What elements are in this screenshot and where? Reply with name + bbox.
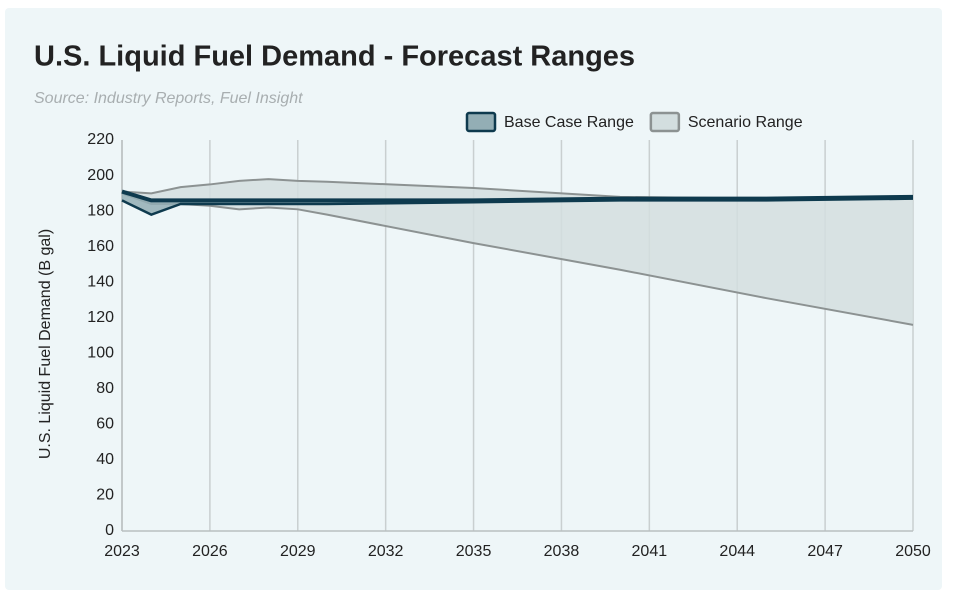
range-high-line — [121, 189, 914, 203]
x-tick-label: 2026 — [192, 543, 228, 560]
y-tick-label: 140 — [87, 273, 114, 290]
y-tick-label: 40 — [96, 451, 114, 468]
x-tick-label: 2029 — [280, 543, 316, 560]
x-tick-label: 2050 — [895, 543, 931, 560]
legend: Base Case Range Scenario Range — [465, 111, 803, 133]
x-tick-label: 2023 — [104, 543, 140, 560]
y-tick-label: 220 — [87, 131, 114, 148]
x-tick-label: 2038 — [544, 543, 580, 560]
chart-title: U.S. Liquid Fuel Demand - Forecast Range… — [34, 41, 635, 73]
y-axis-label: U.S. Liquid Fuel Demand (B gal) — [37, 229, 54, 459]
x-tick-label: 2041 — [632, 543, 668, 560]
y-tick-label: 120 — [87, 309, 114, 326]
legend-label: Scenario Range — [688, 114, 803, 131]
y-tick-label: 180 — [87, 202, 114, 219]
legend-swatch — [649, 111, 681, 133]
plot-area: 0 20 40 60 80 100 120 140 160 180 200 220 2023 2026 20… — [87, 131, 931, 560]
y-tick-label: 100 — [87, 344, 114, 361]
chart-subtitle: Source: Industry Reports, Fuel Insight — [34, 90, 303, 107]
legend-label: Base Case Range — [504, 114, 634, 131]
y-tick-label: 20 — [96, 487, 114, 504]
x-tick-label: 2044 — [719, 543, 755, 560]
legend-swatch — [465, 111, 497, 133]
x-tick-label: 2032 — [368, 543, 404, 560]
y-tick-label: 60 — [96, 416, 114, 433]
y-tick-label: 0 — [105, 522, 114, 539]
y-tick-label: 200 — [87, 167, 114, 184]
x-tick-label: 2035 — [456, 543, 492, 560]
x-tick-label: 2047 — [807, 543, 843, 560]
y-tick-label: 80 — [96, 380, 114, 397]
range-area — [122, 179, 913, 325]
y-tick-label: 160 — [87, 238, 114, 255]
